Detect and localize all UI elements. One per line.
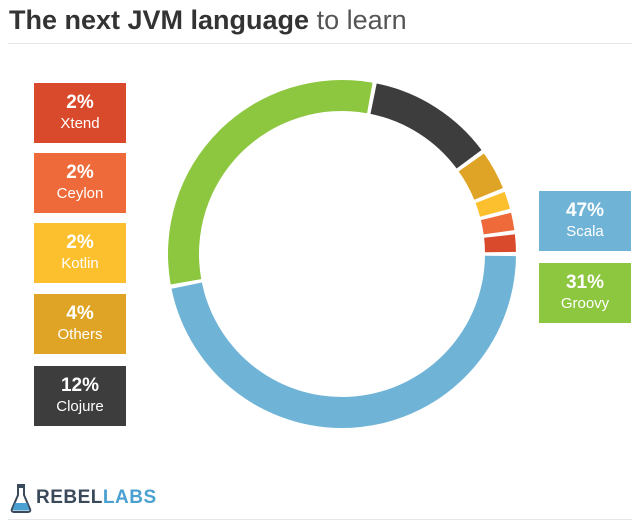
- legend-item-clojure: 12% Clojure: [34, 366, 126, 426]
- legend-value: 31%: [565, 272, 605, 293]
- legend-label: Xtend: [60, 115, 100, 132]
- legend-value: 47%: [565, 200, 605, 221]
- legend-label: Ceylon: [56, 185, 104, 202]
- rebel-labs-logo: REBELLABS: [10, 482, 157, 514]
- title-bold: The next JVM language: [9, 5, 310, 35]
- legend-label: Clojure: [56, 398, 104, 415]
- legend-value: 2%: [66, 162, 94, 183]
- legend-label: Others: [57, 326, 103, 343]
- donut-slice-kotlin: [475, 191, 510, 217]
- donut-slice-clojure: [370, 83, 482, 169]
- logo-wordmark: REBELLABS: [36, 487, 157, 509]
- flask-icon: [10, 484, 32, 513]
- legend-value: 2%: [66, 92, 94, 113]
- legend-item-xtend: 2% Xtend: [34, 83, 126, 143]
- legend-item-ceylon: 2% Ceylon: [34, 153, 126, 213]
- logo-word-labs: LABS: [102, 487, 157, 508]
- legend-value: 4%: [66, 303, 94, 324]
- top-divider: [8, 43, 632, 44]
- page-title: The next JVM language to learn: [9, 2, 407, 38]
- logo-word-rebel: REBEL: [36, 487, 103, 508]
- legend-item-others: 4% Others: [34, 294, 126, 354]
- legend-label: Kotlin: [61, 255, 99, 272]
- legend-item-groovy: 31% Groovy: [539, 263, 631, 323]
- donut-slice-others: [458, 153, 503, 200]
- title-light: to learn: [316, 5, 407, 35]
- donut-slice-ceylon: [480, 212, 515, 235]
- donut-slice-xtend: [484, 234, 516, 253]
- donut-slice-scala: [171, 255, 516, 428]
- legend-item-kotlin: 2% Kotlin: [34, 223, 126, 283]
- legend-label: Scala: [566, 223, 604, 240]
- legend-value: 12%: [60, 375, 100, 396]
- legend-label: Groovy: [560, 295, 610, 312]
- donut-slice-groovy: [168, 79, 373, 285]
- legend-item-scala: 47% Scala: [539, 191, 631, 251]
- bottom-divider: [8, 519, 632, 520]
- legend-value: 2%: [66, 232, 94, 253]
